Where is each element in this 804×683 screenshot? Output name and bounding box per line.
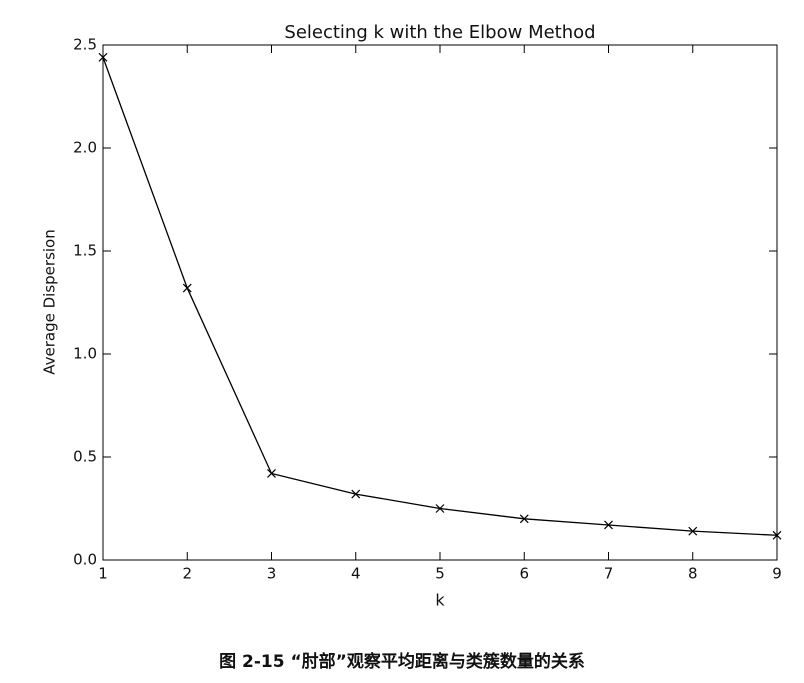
- x-tick-label: 6: [519, 565, 529, 583]
- x-tick-label: 9: [772, 565, 782, 583]
- x-axis-label: k: [435, 591, 445, 610]
- y-tick-label: 1.0: [73, 345, 97, 363]
- chart-title: Selecting k with the Elbow Method: [284, 22, 595, 43]
- plot-frame: [102, 44, 778, 561]
- y-tick-label: 0.5: [73, 448, 97, 466]
- x-tick-label: 3: [267, 565, 277, 583]
- marker: [604, 520, 613, 530]
- marker: [182, 283, 192, 293]
- y-axis-label: Average Dispersion: [41, 229, 59, 374]
- y-tick-label: 1.5: [73, 242, 97, 260]
- x-tick-label: 8: [688, 565, 698, 583]
- marker: [351, 489, 361, 499]
- x-tick-label: 5: [435, 565, 445, 583]
- y-tick-label: 2.0: [73, 139, 97, 157]
- data-line: [102, 57, 778, 536]
- marker: [772, 530, 782, 540]
- marker: [688, 526, 698, 536]
- y-tick-label: 0.0: [73, 551, 97, 569]
- marker: [267, 469, 276, 478]
- y-tick-label: 2.5: [73, 36, 97, 54]
- marker: [519, 514, 529, 524]
- marker: [98, 52, 108, 62]
- marker: [435, 504, 445, 513]
- x-tick-label: 1: [98, 565, 108, 583]
- x-tick-label: 2: [182, 565, 192, 583]
- caption: 图 2-15 “肘部”观察平均距离与类簇数量的关系: [219, 651, 585, 672]
- x-tick-label: 4: [351, 565, 361, 583]
- x-tick-label: 7: [604, 565, 614, 583]
